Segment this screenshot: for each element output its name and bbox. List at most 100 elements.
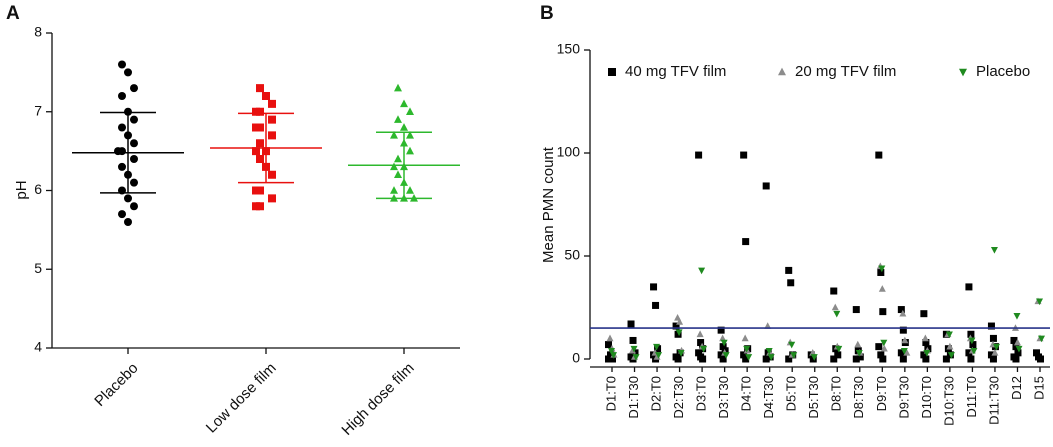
point <box>268 115 276 124</box>
point <box>252 123 260 132</box>
point <box>740 151 748 159</box>
point <box>742 355 750 363</box>
point <box>810 354 818 361</box>
point <box>653 343 661 351</box>
point <box>922 355 930 363</box>
point <box>1014 349 1022 357</box>
point <box>987 322 995 330</box>
x-tick-label: D4:T30 <box>761 376 776 419</box>
legend-label: 20 mg TFV film <box>795 63 896 80</box>
point <box>785 355 793 363</box>
y-tick-label: 4 <box>34 339 42 355</box>
point <box>390 193 398 202</box>
point <box>262 147 270 156</box>
panel-label: A <box>6 3 20 24</box>
point <box>923 350 931 357</box>
x-tick-label: Low dose film <box>203 360 280 437</box>
point <box>740 351 748 359</box>
x-tick-label: D11:T30 <box>986 376 1001 425</box>
x-tick-label: D2:T30 <box>671 376 686 419</box>
point <box>394 154 402 163</box>
y-tick-label: 50 <box>564 247 580 263</box>
point <box>900 347 908 355</box>
point <box>901 336 909 344</box>
point <box>920 351 928 359</box>
point <box>852 355 860 363</box>
point <box>762 182 770 190</box>
point <box>114 147 122 156</box>
x-tick-label: D11:T0 <box>964 376 979 418</box>
point <box>252 202 260 211</box>
point <box>390 130 398 139</box>
point <box>118 92 126 100</box>
point <box>899 309 907 317</box>
point <box>833 310 841 318</box>
x-tick-label: D3:T0 <box>694 376 709 411</box>
point <box>741 334 749 342</box>
point <box>124 194 132 203</box>
point <box>394 170 402 178</box>
point <box>879 308 887 316</box>
point <box>967 355 975 363</box>
point <box>400 162 408 171</box>
point <box>118 186 126 195</box>
point <box>676 318 684 325</box>
point <box>1038 335 1045 343</box>
legend-label: Placebo <box>976 63 1030 80</box>
y-tick-label: 5 <box>34 260 42 276</box>
y-tick-label: 8 <box>34 24 42 40</box>
point <box>946 342 954 350</box>
point <box>406 186 414 194</box>
point <box>745 354 753 361</box>
point <box>124 218 132 226</box>
point <box>118 123 126 132</box>
y-tick-label: 6 <box>34 181 42 197</box>
point <box>268 194 276 203</box>
point <box>830 355 838 363</box>
point <box>897 306 905 314</box>
point <box>1013 312 1021 320</box>
point <box>606 334 614 342</box>
point <box>1015 345 1023 353</box>
point <box>722 352 730 359</box>
point <box>406 146 414 155</box>
point <box>400 193 408 202</box>
point <box>719 334 727 342</box>
point <box>268 99 276 108</box>
point <box>268 170 276 179</box>
point <box>390 162 398 171</box>
point <box>856 353 864 361</box>
x-tick-label: D10:T0 <box>919 376 934 419</box>
point <box>390 186 398 194</box>
x-tick-label: D8:T30 <box>851 376 866 419</box>
point <box>406 107 414 115</box>
x-tick-label: D1:T30 <box>626 376 641 419</box>
point <box>608 347 615 355</box>
point <box>968 337 976 345</box>
point <box>790 352 798 359</box>
point <box>124 131 132 140</box>
point <box>400 138 408 147</box>
point <box>989 334 997 342</box>
point <box>764 322 772 329</box>
point <box>130 84 138 93</box>
point <box>719 343 727 351</box>
point <box>130 115 138 124</box>
point <box>717 326 725 334</box>
point <box>878 265 886 273</box>
y-axis-label: Mean PMN count <box>540 146 557 263</box>
point <box>675 329 683 337</box>
point <box>1033 349 1040 357</box>
point <box>650 283 658 291</box>
point <box>717 351 725 359</box>
point <box>809 355 817 363</box>
point <box>400 99 408 108</box>
point <box>875 343 883 351</box>
point <box>788 341 796 349</box>
point <box>698 267 706 275</box>
point <box>989 355 997 363</box>
point <box>256 84 264 93</box>
point <box>830 287 838 295</box>
point <box>834 351 842 359</box>
y-tick-label: 150 <box>557 41 581 57</box>
